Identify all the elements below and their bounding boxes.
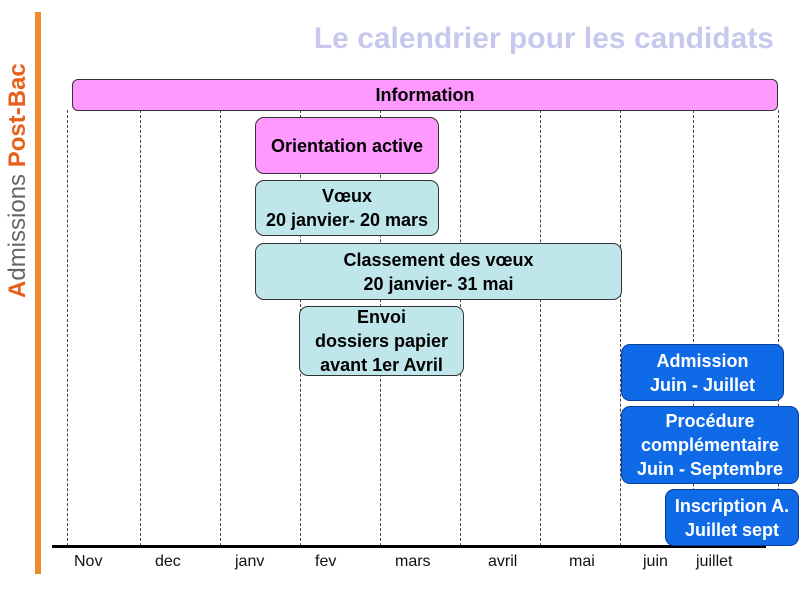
month-label: dec [155,553,181,570]
bar-inscription: Inscription A. Juillet sept [665,489,799,546]
sidebar-post-bac: Post-Bac [4,63,31,168]
bar-inscription-label: Inscription A. Juillet sept [674,495,790,540]
month-label: mai [569,553,595,570]
grid-line [140,110,141,546]
bar-orientation-active: Orientation active [255,117,439,174]
grid-line [540,110,541,546]
bar-envoi: Envoi dossiers papier avant 1er Avril [299,306,464,376]
month-label: fev [315,553,337,570]
bar-orientation-label: Orientation active [270,135,424,156]
month-label: juin [643,553,668,570]
month-label: mars [395,553,431,570]
month-label: janv [235,553,265,570]
page-title: Le calendrier pour les candidats [313,22,774,55]
bar-classement: Classement des vœux 20 janvier- 31 mai [255,243,622,300]
month-label: juillet [696,553,733,570]
grid-line [220,110,221,546]
grid-line [778,110,779,546]
sidebar-accent-bar [35,12,41,574]
grid-line [693,110,694,546]
grid-line [67,110,68,546]
timeline-axis [52,545,766,548]
sidebar-title: Admissions Post-Bac [4,0,32,298]
bar-voeux: Vœux 20 janvier- 20 mars [255,180,439,236]
month-label: avril [488,553,518,570]
bar-admission-label: Admission Juin - Juillet [649,350,755,395]
bar-procedure-complementaire: Procédure complémentaire Juin - Septembr… [621,406,799,484]
bar-classement-label: Classement des vœux 20 janvier- 31 mai [343,249,534,294]
grid-line [620,110,621,546]
bar-information: Information [72,79,778,111]
bar-admission: Admission Juin - Juillet [621,344,784,401]
bar-information-label: Information [375,85,475,105]
bar-procedure-label: Procédure complémentaire Juin - Septembr… [636,411,784,479]
sidebar-rest: dmissions [4,167,31,281]
bar-voeux-label: Vœux 20 janvier- 20 mars [265,186,429,230]
month-label: Nov [74,553,103,570]
bar-envoi-label: Envoi dossiers papier avant 1er Avril [314,307,449,375]
sidebar-initial: A [4,280,31,298]
